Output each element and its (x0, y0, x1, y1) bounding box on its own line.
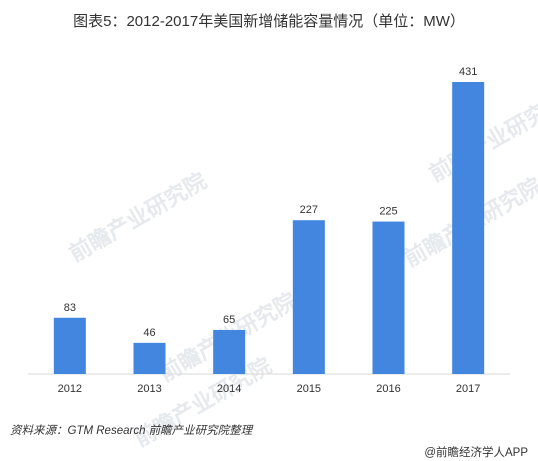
source-note: 资料来源：GTM Research 前瞻产业研究院整理 (10, 425, 253, 437)
chart-title: 图表5：2012-2017年美国新增储能容量情况（单位：MW） (73, 13, 465, 30)
data-label-2013: 46 (143, 327, 155, 339)
data-label-2017: 431 (459, 66, 477, 78)
x-tick-2014: 2014 (217, 383, 241, 395)
x-tick-2015: 2015 (297, 383, 321, 395)
data-label-2014: 65 (223, 314, 235, 326)
data-label-2015: 227 (300, 204, 318, 216)
data-label-2016: 225 (379, 206, 397, 218)
brand-label: @前瞻经济学人APP (424, 447, 528, 459)
x-tick-2016: 2016 (376, 383, 400, 395)
bar-2017 (452, 82, 485, 374)
bar-2015 (292, 220, 325, 374)
x-tick-2017: 2017 (456, 383, 480, 395)
x-tick-2013: 2013 (137, 383, 161, 395)
bar-2014 (213, 329, 246, 374)
bar-2012 (53, 317, 86, 374)
bar-2016 (372, 221, 405, 374)
data-label-2012: 83 (64, 302, 76, 314)
x-tick-2012: 2012 (58, 383, 82, 395)
bar-2013 (133, 342, 166, 374)
